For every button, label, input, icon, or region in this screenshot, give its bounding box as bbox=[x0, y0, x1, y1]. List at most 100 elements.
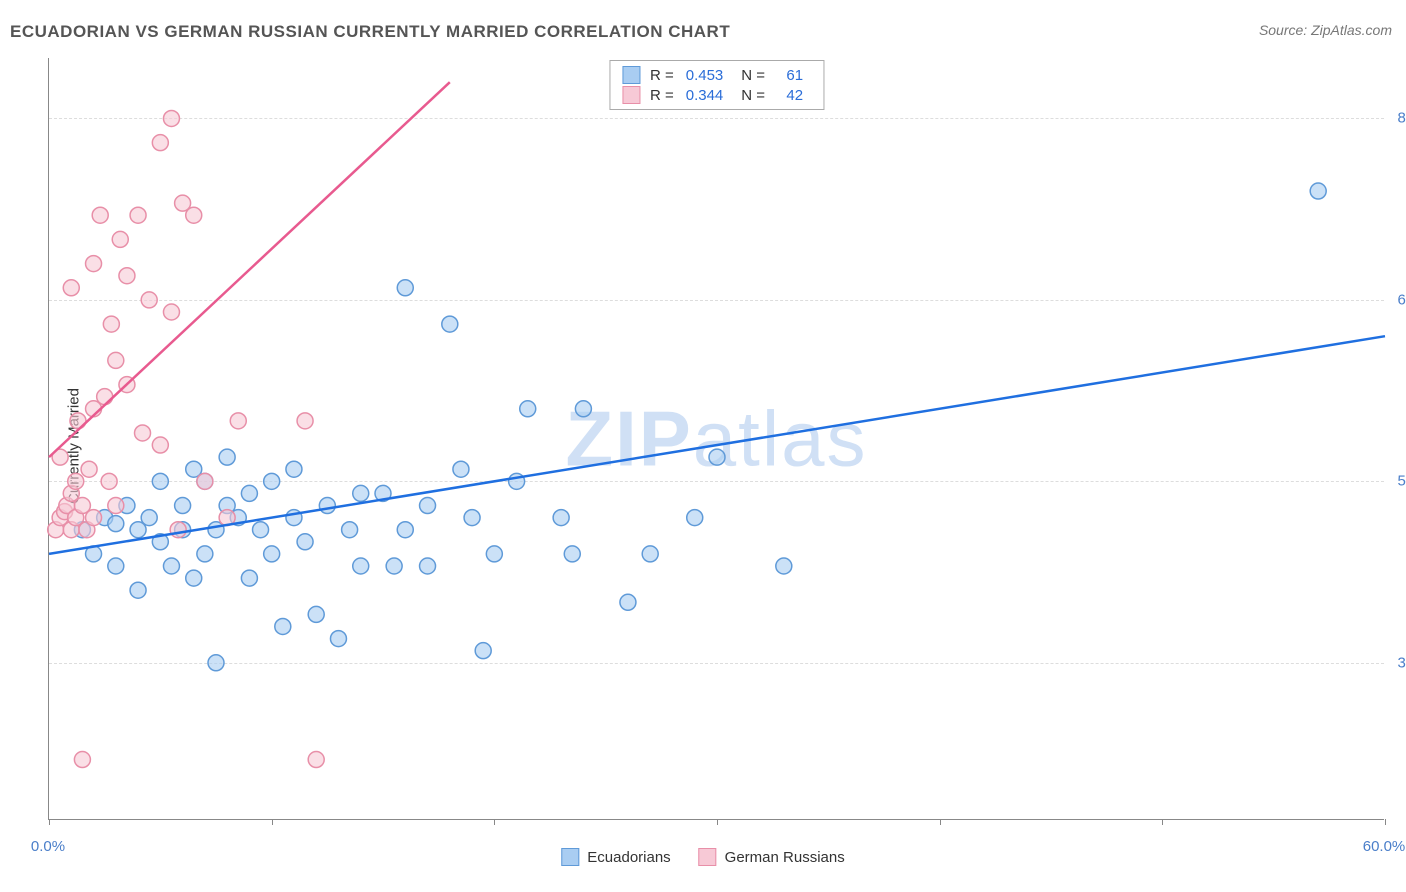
x-tick bbox=[1162, 819, 1163, 825]
plot-area: ZIPatlas R =0.453N =61R =0.344N =42 35.0… bbox=[48, 58, 1384, 820]
data-point bbox=[253, 522, 269, 538]
data-point bbox=[264, 473, 280, 489]
data-point bbox=[130, 207, 146, 223]
x-tick bbox=[940, 819, 941, 825]
x-tick bbox=[49, 819, 50, 825]
data-point bbox=[163, 110, 179, 126]
data-point bbox=[342, 522, 358, 538]
data-point bbox=[175, 498, 191, 514]
data-point bbox=[420, 558, 436, 574]
data-point bbox=[197, 546, 213, 562]
source-attribution: Source: ZipAtlas.com bbox=[1259, 22, 1392, 38]
data-point bbox=[353, 558, 369, 574]
data-point bbox=[130, 582, 146, 598]
data-point bbox=[163, 304, 179, 320]
legend-swatch bbox=[622, 86, 640, 104]
data-point bbox=[1310, 183, 1326, 199]
data-point bbox=[330, 631, 346, 647]
data-point bbox=[141, 510, 157, 526]
scatter-plot-svg bbox=[49, 58, 1384, 819]
data-point bbox=[486, 546, 502, 562]
data-point bbox=[152, 437, 168, 453]
r-value: 0.344 bbox=[686, 87, 724, 104]
legend-label: German Russians bbox=[725, 849, 845, 866]
data-point bbox=[297, 413, 313, 429]
data-point bbox=[101, 473, 117, 489]
data-point bbox=[92, 207, 108, 223]
legend-swatch bbox=[561, 848, 579, 866]
data-point bbox=[141, 292, 157, 308]
data-point bbox=[97, 389, 113, 405]
legend-label: Ecuadorians bbox=[587, 849, 670, 866]
x-tick bbox=[272, 819, 273, 825]
n-label: N = bbox=[741, 87, 765, 104]
r-label: R = bbox=[650, 87, 674, 104]
data-point bbox=[197, 473, 213, 489]
data-point bbox=[564, 546, 580, 562]
source-label: Source: bbox=[1259, 22, 1307, 38]
data-point bbox=[119, 268, 135, 284]
data-point bbox=[86, 256, 102, 272]
stats-row: R = 0.453 N = 61 bbox=[622, 65, 811, 85]
x-tick-label: 0.0% bbox=[31, 838, 65, 855]
data-point bbox=[397, 280, 413, 296]
series-legend: Ecuadorians German Russians bbox=[561, 848, 844, 866]
data-point bbox=[163, 558, 179, 574]
data-point bbox=[112, 231, 128, 247]
data-point bbox=[642, 546, 658, 562]
data-point bbox=[453, 461, 469, 477]
r-value: 0.453 bbox=[686, 67, 724, 84]
data-point bbox=[186, 207, 202, 223]
x-tick bbox=[717, 819, 718, 825]
chart-title: ECUADORIAN VS GERMAN RUSSIAN CURRENTLY M… bbox=[10, 22, 730, 42]
data-point bbox=[152, 135, 168, 151]
legend-swatch bbox=[699, 848, 717, 866]
data-point bbox=[219, 449, 235, 465]
n-label: N = bbox=[741, 67, 765, 84]
y-tick-label: 65.0% bbox=[1390, 291, 1406, 308]
n-value: 42 bbox=[777, 87, 803, 104]
data-point bbox=[241, 570, 257, 586]
data-point bbox=[475, 643, 491, 659]
r-label: R = bbox=[650, 67, 674, 84]
data-point bbox=[575, 401, 591, 417]
data-point bbox=[308, 752, 324, 768]
data-point bbox=[397, 522, 413, 538]
stats-row: R = 0.344 N = 42 bbox=[622, 85, 811, 105]
trend-line bbox=[49, 336, 1385, 554]
data-point bbox=[103, 316, 119, 332]
y-tick-label: 80.0% bbox=[1390, 110, 1406, 127]
chart-container: ECUADORIAN VS GERMAN RUSSIAN CURRENTLY M… bbox=[0, 0, 1406, 892]
data-point bbox=[86, 510, 102, 526]
source-name: ZipAtlas.com bbox=[1311, 22, 1392, 38]
data-point bbox=[108, 558, 124, 574]
stats-box: R = 0.453 N = 61 R = 0.344 N = 42 bbox=[609, 60, 824, 110]
data-point bbox=[442, 316, 458, 332]
data-point bbox=[108, 352, 124, 368]
x-tick bbox=[1385, 819, 1386, 825]
data-point bbox=[709, 449, 725, 465]
data-point bbox=[464, 510, 480, 526]
y-tick-label: 35.0% bbox=[1390, 654, 1406, 671]
data-point bbox=[74, 752, 90, 768]
data-point bbox=[81, 461, 97, 477]
x-tick bbox=[494, 819, 495, 825]
data-point bbox=[230, 413, 246, 429]
data-point bbox=[108, 498, 124, 514]
data-point bbox=[186, 570, 202, 586]
legend-swatch bbox=[622, 66, 640, 84]
legend-item: Ecuadorians bbox=[561, 848, 670, 866]
trend-line bbox=[49, 82, 450, 457]
data-point bbox=[386, 558, 402, 574]
data-point bbox=[241, 485, 257, 501]
data-point bbox=[208, 655, 224, 671]
data-point bbox=[170, 522, 186, 538]
data-point bbox=[420, 498, 436, 514]
data-point bbox=[308, 606, 324, 622]
data-point bbox=[264, 546, 280, 562]
legend-item: German Russians bbox=[699, 848, 845, 866]
data-point bbox=[319, 498, 335, 514]
data-point bbox=[353, 485, 369, 501]
n-value: 61 bbox=[777, 67, 803, 84]
data-point bbox=[297, 534, 313, 550]
